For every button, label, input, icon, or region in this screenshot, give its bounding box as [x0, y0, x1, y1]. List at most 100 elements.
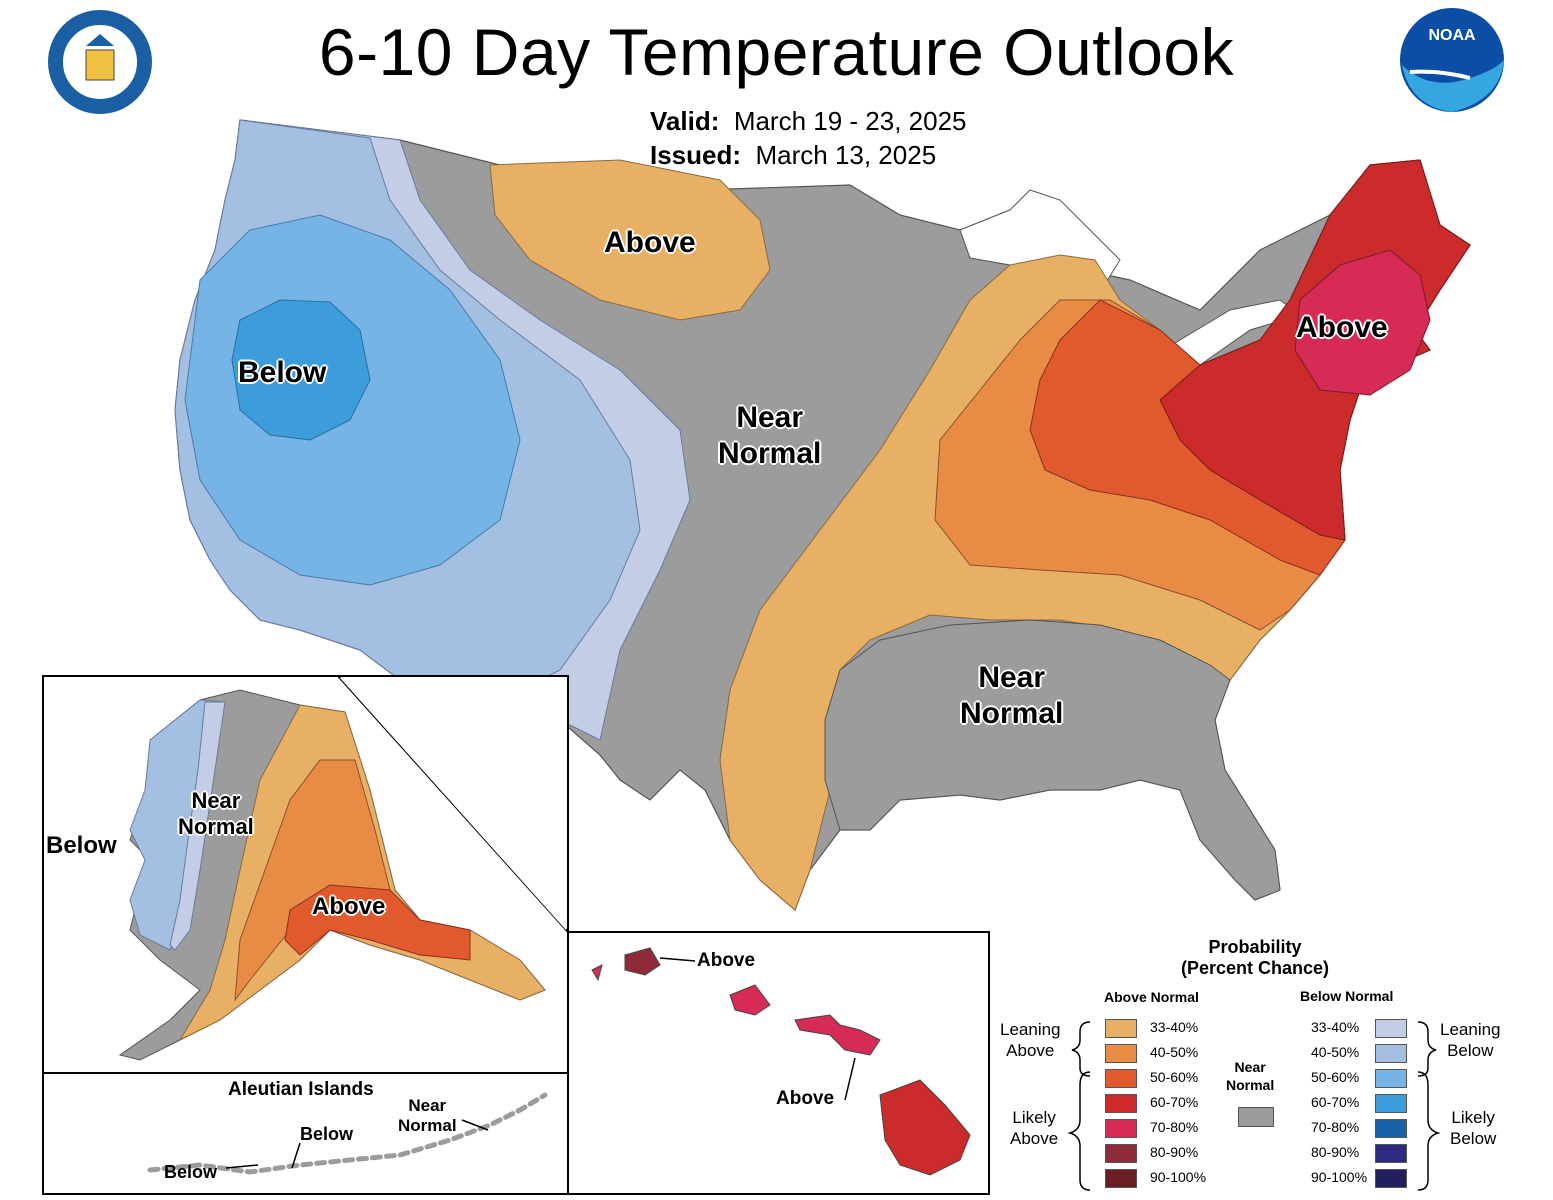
legend-below-label: 60-70% — [1311, 1094, 1360, 1110]
label-alaska-above: Above — [312, 893, 386, 920]
legend-below-label: 80-90% — [1311, 1144, 1360, 1160]
likely-below-1: Likely — [1451, 1108, 1495, 1127]
likely-above-2: Above — [1010, 1129, 1059, 1149]
hawaii-pointer-2 — [844, 1057, 856, 1101]
aleutian-title: Aleutian Islands — [228, 1079, 374, 1100]
leaning-above-1: Leaning — [1000, 1020, 1061, 1039]
legend-above-label: 80-90% — [1150, 1144, 1199, 1160]
hawaii-oahu — [729, 984, 771, 1016]
legend-above-swatch — [1105, 1119, 1137, 1138]
hawaii-pointer-1 — [659, 957, 696, 962]
label-aleutian-below-2: Below — [164, 1162, 218, 1182]
label-alaska-below: Below — [46, 832, 117, 859]
label-south-near-normal: Near Normal — [960, 660, 1063, 732]
legend-below-swatch — [1375, 1094, 1407, 1113]
inset-whitefill — [340, 678, 566, 930]
label-plains-above: Above — [604, 226, 696, 259]
legend-likely-below: Likely Below — [1450, 1107, 1496, 1150]
near-normal-2: Normal — [1226, 1076, 1275, 1093]
legend-above-label: 60-70% — [1150, 1094, 1199, 1110]
alaska-below-lean — [169, 701, 226, 951]
label-south-normal: Normal — [960, 697, 1064, 730]
hawaii-niihau — [591, 964, 603, 982]
label-central-normal: Normal — [718, 437, 822, 470]
legend-title: Probability (Percent Chance) — [1160, 937, 1350, 979]
label-west-below: Below — [238, 356, 327, 389]
legend-above-swatch — [1105, 1094, 1137, 1113]
valid-value: March 19 - 23, 2025 — [733, 106, 967, 136]
aleutian-islands — [147, 1092, 548, 1175]
legend-above-label: 90-100% — [1150, 1169, 1207, 1185]
hawaii-big-island — [879, 1079, 971, 1176]
legend-above-swatch — [1105, 1069, 1137, 1088]
leaning-below-1: Leaning — [1440, 1020, 1501, 1039]
hawaii-maui-nui — [794, 1014, 881, 1056]
legend-below-label: 40-50% — [1311, 1044, 1360, 1060]
likely-above-1: Likely — [1012, 1108, 1056, 1127]
aleutian-pointer-1 — [225, 1164, 259, 1169]
label-aleutian-normal: Normal — [398, 1115, 457, 1135]
leaning-above-2: Above — [1006, 1041, 1055, 1061]
plains-above — [489, 159, 771, 321]
legend-above-swatch — [1105, 1144, 1137, 1163]
legend-near-normal-swatch — [1238, 1107, 1274, 1127]
valid-line: Valid: March 19 - 23, 2025 — [650, 106, 967, 137]
legend-below-swatch — [1375, 1069, 1407, 1088]
legend-below-swatch — [1375, 1044, 1407, 1063]
label-aleutian-near-normal: Near Normal — [398, 1096, 457, 1135]
legend-below-header: Below Normal — [1300, 988, 1394, 1004]
label-central-near: Near — [736, 401, 804, 434]
alaska-above-50 — [284, 884, 471, 961]
legend-above-label: 50-60% — [1150, 1069, 1199, 1085]
legend-above-label: 70-80% — [1150, 1119, 1199, 1135]
legend-below-swatch — [1375, 1019, 1407, 1038]
label-aleutian-near: Near — [408, 1096, 447, 1115]
legend-likely-above: Likely Above — [1010, 1107, 1058, 1150]
legend-below-swatch — [1375, 1144, 1407, 1163]
south-near-normal — [824, 619, 1281, 901]
commerce-seal-icon — [46, 8, 154, 116]
legend-below-label: 90-100% — [1311, 1169, 1368, 1185]
noaa-logo-text: NOAA — [1428, 27, 1476, 44]
label-aleutian-below-1: Below — [300, 1124, 354, 1144]
aleutian-pointer-2 — [291, 1142, 301, 1169]
label-hawaii-above-1: Above — [697, 950, 756, 971]
near-normal-1: Near — [1234, 1059, 1266, 1075]
issued-label: Issued: — [650, 140, 742, 170]
page-title: 6-10 Day Temperature Outlook — [318, 15, 1235, 89]
legend-above-swatch — [1105, 1019, 1137, 1038]
leaning-below-2: Below — [1447, 1041, 1494, 1061]
label-central-near-normal: Near Normal — [718, 400, 821, 472]
legend-title-line2: (Percent Chance) — [1180, 958, 1330, 978]
legend-title-line1: Probability — [1208, 937, 1302, 957]
label-hawaii-above-2: Above — [776, 1088, 835, 1109]
issued-value: March 13, 2025 — [755, 140, 937, 170]
legend-near-normal: Near Normal — [1226, 1059, 1274, 1094]
noaa-logo-icon — [1400, 8, 1504, 112]
likely-below-2: Below — [1450, 1129, 1497, 1149]
hawaii-kauai — [624, 947, 661, 976]
legend-above-swatch — [1105, 1169, 1137, 1188]
legend-above-header: Above Normal — [1104, 989, 1199, 1005]
label-alaska-near: Near — [191, 788, 241, 813]
label-south-near: Near — [978, 661, 1046, 694]
label-northeast-above: Above — [1296, 311, 1388, 344]
legend-leaning-above: Leaning Above — [1000, 1019, 1061, 1062]
west-core-below — [231, 299, 371, 441]
legend-below-swatch — [1375, 1119, 1407, 1138]
legend-below-label: 70-80% — [1311, 1119, 1360, 1135]
legend-below-label: 33-40% — [1311, 1019, 1360, 1035]
legend-above-label: 40-50% — [1150, 1044, 1199, 1060]
label-alaska-normal: Normal — [178, 814, 254, 840]
issued-line: Issued: March 13, 2025 — [650, 140, 936, 171]
legend-above-swatch — [1105, 1044, 1137, 1063]
legend-below-label: 50-60% — [1311, 1069, 1360, 1085]
legend-leaning-below: Leaning Below — [1440, 1019, 1501, 1062]
legend-below-swatch — [1375, 1169, 1407, 1188]
aleutian-pointer-3 — [461, 1119, 489, 1131]
legend-above-label: 33-40% — [1150, 1019, 1199, 1035]
valid-label: Valid: — [650, 106, 720, 136]
east-likely-above-70 — [1294, 249, 1431, 396]
label-alaska-near-normal: Near Normal — [178, 788, 254, 841]
